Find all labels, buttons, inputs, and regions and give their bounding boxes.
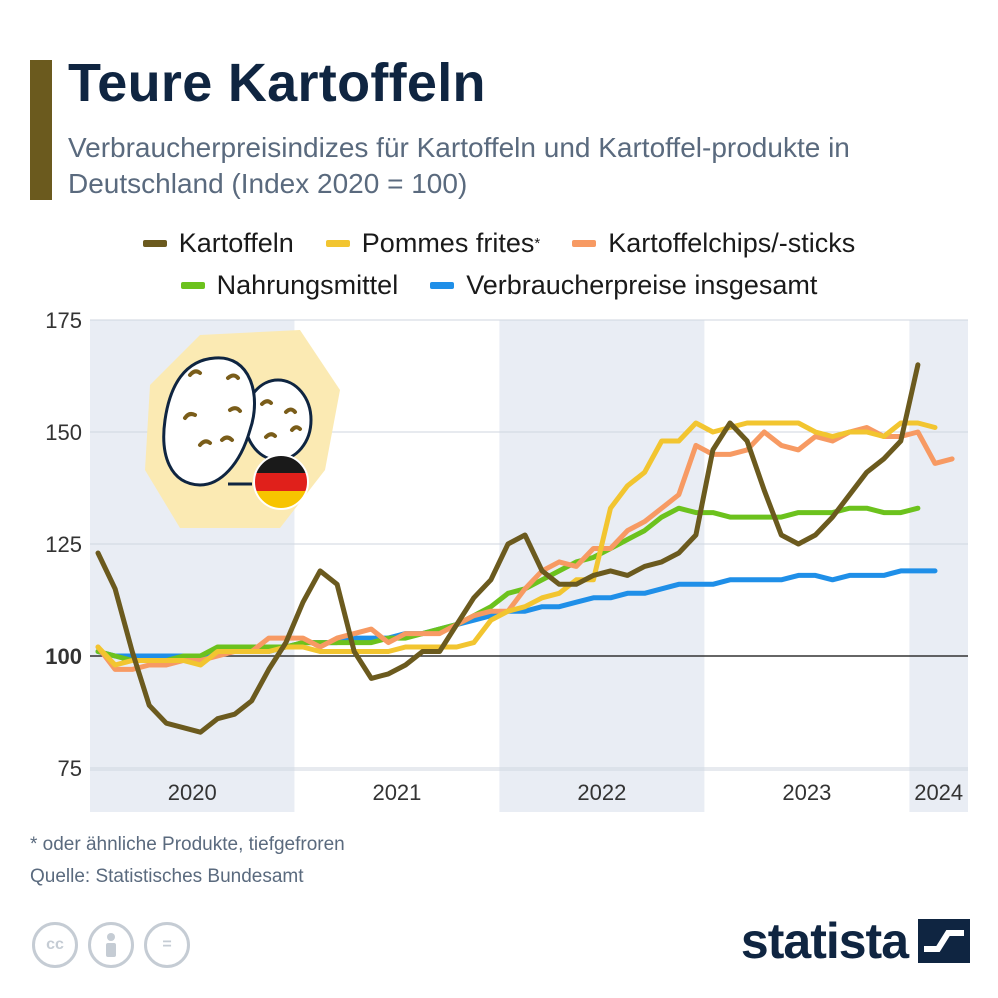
no-derivatives-icon[interactable]: = (144, 922, 190, 968)
brand-name: statista (740, 913, 909, 969)
line-chart: 75 100 125 150 175 2020 2021 2022 2023 2024 (45, 308, 968, 812)
y-tick-label: 175 (45, 308, 82, 333)
statista-logo[interactable]: statista (741, 912, 970, 970)
legend-swatch-pommes (325, 239, 350, 247)
chart-source: Quelle: Statistisches Bundesamt (30, 866, 304, 887)
x-tick-label: 2022 (577, 780, 626, 805)
legend-item-pommes: Pommes frites * (325, 226, 541, 260)
year-band-2024 (909, 320, 968, 812)
legend-label-pommes: Pommes frites (361, 227, 535, 258)
legend-label-kartoffeln: Kartoffeln (178, 227, 294, 258)
x-tick-label: 2020 (168, 780, 217, 805)
x-tick-label: 2021 (372, 780, 421, 805)
statista-mark-icon (918, 919, 970, 963)
y-tick-label: 150 (45, 420, 82, 445)
page-subtitle: Verbraucherpreisindizes für Kartoffeln u… (68, 132, 850, 199)
y-tick-label: 100 (45, 644, 82, 669)
chart-footnote: * oder ähnliche Produkte, tiefgefroren (30, 834, 345, 855)
legend-item-chips: Kartoffelchips/-sticks (572, 226, 855, 260)
chart-series (95, 362, 955, 735)
legend-footnote-mark: * (534, 234, 541, 252)
legend-item-kartoffeln: Kartoffeln (142, 226, 294, 260)
series-line-pommes-frites (95, 420, 938, 668)
y-tick-label: 125 (45, 532, 82, 557)
legend-label-verbraucher: Verbraucherpreise insgesamt (466, 269, 818, 300)
legend-swatch-kartoffeln (142, 239, 167, 247)
license-icons: cc = (32, 922, 190, 968)
x-axis-years: 2020 2021 2022 2023 2024 (168, 780, 963, 805)
legend-swatch-chips (572, 239, 597, 247)
x-tick-label: 2023 (782, 780, 831, 805)
series-line-kartoffeln (95, 362, 921, 735)
title-accent-bar (30, 60, 52, 200)
legend-label-nahrung: Nahrungsmittel (216, 269, 399, 300)
legend-swatch-nahrung (180, 281, 205, 289)
cc-icon[interactable]: cc (32, 922, 78, 968)
series-line-nahrungsmittel (95, 505, 921, 663)
y-tick-label: 75 (58, 756, 82, 781)
legend-item-nahrung: Nahrungsmittel (180, 268, 399, 302)
legend-swatch-verbraucher (430, 281, 455, 289)
page-title: Teure Kartoffeln (68, 53, 486, 113)
y-axis-ticks: 75 100 125 150 175 (45, 308, 82, 781)
year-band-2022 (499, 320, 705, 812)
x-tick-label: 2024 (914, 780, 963, 805)
attribution-person-icon[interactable] (88, 922, 134, 968)
germany-flag-icon (253, 454, 309, 510)
potato-illustration (145, 330, 340, 528)
legend-item-verbraucher: Verbraucherpreise insgesamt (430, 268, 817, 302)
legend-label-chips: Kartoffelchips/-sticks (608, 227, 856, 258)
chart-legend: Kartoffeln Pommes frites * Kartoffelchips… (0, 226, 998, 302)
